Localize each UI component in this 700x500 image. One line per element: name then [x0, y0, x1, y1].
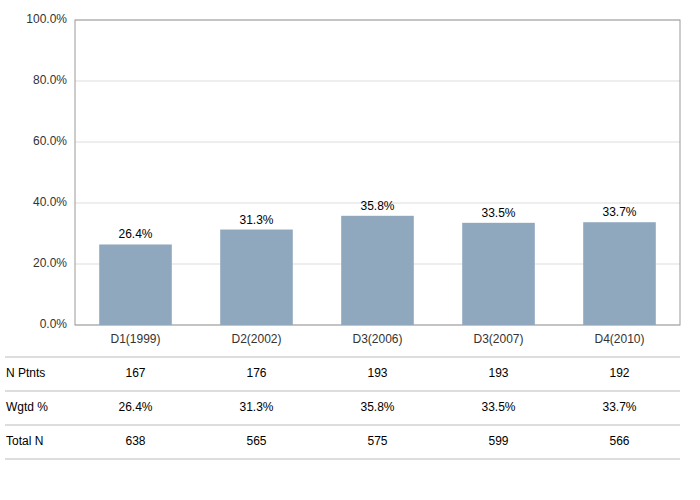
x-tick-label: D2(2002) — [231, 332, 281, 346]
table-cell: 167 — [125, 366, 145, 380]
table-cell: 176 — [246, 366, 266, 380]
table-cell: 566 — [609, 434, 629, 448]
bar — [220, 230, 293, 325]
plot-frame — [75, 20, 680, 325]
table-cell: 193 — [367, 366, 387, 380]
x-tick-label: D1(1999) — [110, 332, 160, 346]
bars — [99, 216, 656, 325]
table-rule — [5, 357, 680, 358]
y-tick-label: 100.0% — [26, 12, 67, 26]
grid-line — [75, 81, 680, 82]
table-row-label: Total N — [6, 434, 43, 448]
table-rule — [5, 459, 680, 460]
data-label: 33.7% — [602, 205, 636, 219]
chart: 0.0% 20.0% 40.0% 60.0% 80.0% 100.0% 26.4% 31.3%… — [0, 0, 700, 500]
table-cell: 33.7% — [602, 400, 636, 414]
x-tick-label: D3(2007) — [473, 332, 523, 346]
table-cell: 638 — [125, 434, 145, 448]
bar — [462, 223, 535, 325]
table-row-label: Wgtd % — [6, 400, 48, 414]
x-tick-label: D4(2010) — [594, 332, 644, 346]
y-tick-label: 20.0% — [33, 256, 67, 270]
data-label: 33.5% — [481, 206, 515, 220]
bar — [341, 216, 414, 325]
y-tick-label: 60.0% — [33, 134, 67, 148]
y-tick-label: 0.0% — [40, 317, 68, 331]
table-rule — [5, 425, 680, 426]
y-tick-label: 80.0% — [33, 73, 67, 87]
table-cell: 31.3% — [239, 400, 273, 414]
table-cell: 192 — [609, 366, 629, 380]
bar — [99, 244, 172, 325]
table-cell: 599 — [488, 434, 508, 448]
table-rule — [5, 391, 680, 392]
x-tick-label: D3(2006) — [352, 332, 402, 346]
data-label: 26.4% — [118, 227, 152, 241]
table-cell: 26.4% — [118, 400, 152, 414]
table-row-label: N Ptnts — [6, 366, 45, 380]
table-cell: 193 — [488, 366, 508, 380]
bar — [583, 222, 656, 325]
table-cell: 575 — [367, 434, 387, 448]
data-label: 31.3% — [239, 213, 273, 227]
table-cell: 565 — [246, 434, 266, 448]
table-cell: 33.5% — [481, 400, 515, 414]
grid-line — [75, 142, 680, 143]
y-tick-label: 40.0% — [33, 195, 67, 209]
table-cell: 35.8% — [360, 400, 394, 414]
data-label: 35.8% — [360, 199, 394, 213]
